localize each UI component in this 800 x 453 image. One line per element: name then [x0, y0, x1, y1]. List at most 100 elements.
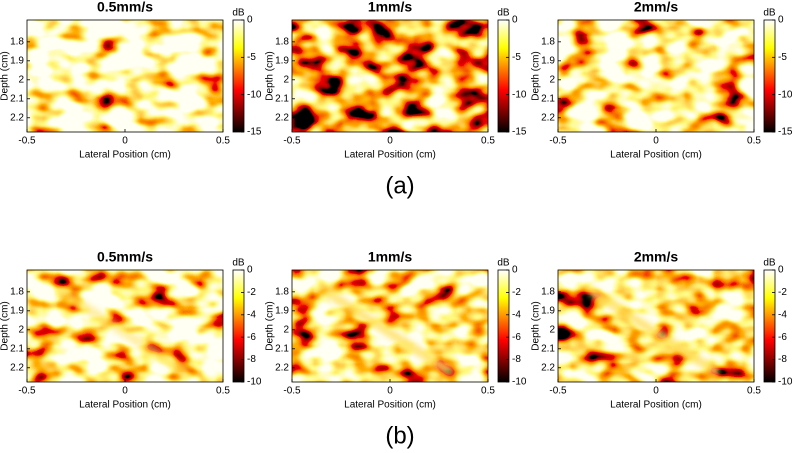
colorbar-tick-label: -4 — [778, 309, 787, 320]
colorbar-tick-label: -2 — [778, 287, 787, 298]
vessel-streak — [57, 287, 189, 376]
colorbar-tick-label: -6 — [512, 332, 521, 343]
colorbar-tick-label: -15 — [247, 127, 262, 138]
chart-title: 1mm/s — [368, 0, 413, 15]
y-tick-label: 2 — [283, 74, 289, 85]
y-tick-label: 2 — [18, 324, 24, 335]
y-tick-label: 2.2 — [541, 112, 555, 123]
chart-title: 2mm/s — [634, 0, 679, 15]
colorbar-label: dB — [497, 258, 510, 269]
colorbar-tick-label: 0 — [247, 15, 253, 26]
y-tick-label: 2.1 — [10, 93, 24, 104]
y-tick-label: 2.2 — [541, 362, 555, 373]
colorbar-tick-label: -10 — [512, 89, 527, 100]
y-tick-label: 2.2 — [275, 112, 289, 123]
heatmap-image — [292, 270, 488, 382]
y-tick-label: 1.8 — [275, 286, 289, 297]
colorbar-label: dB — [232, 258, 245, 269]
colorbar — [763, 19, 776, 133]
y-tick-label: 2 — [18, 74, 24, 85]
x-axis-label: Lateral Position (cm) — [610, 400, 702, 411]
colorbar-tick-label: -5 — [778, 52, 787, 63]
y-tick-label: 2.1 — [541, 343, 555, 354]
colorbar-tick-label: -8 — [247, 354, 256, 365]
y-tick-label: 1.8 — [275, 36, 289, 47]
x-tick-label: 0 — [653, 136, 659, 147]
x-tick-label: 0 — [122, 136, 128, 147]
heatmap-image — [558, 270, 754, 382]
colorbar — [497, 19, 510, 133]
colorbar-tick-label: -10 — [512, 377, 527, 388]
y-tick-label: 1.8 — [541, 36, 555, 47]
heatmap-image — [27, 270, 223, 382]
x-tick-label: 0 — [122, 386, 128, 397]
colorbar-tick-label: -10 — [247, 89, 262, 100]
x-tick-label: 0 — [653, 386, 659, 397]
colorbar-tick-label: -2 — [247, 287, 256, 298]
colorbar-tick-label: 0 — [247, 265, 253, 276]
x-tick-label: 0.5 — [216, 386, 230, 397]
y-tick-label: 2 — [549, 324, 555, 335]
colorbar — [232, 19, 245, 133]
y-tick-label: 2 — [283, 324, 289, 335]
x-tick-label: 0.5 — [481, 136, 495, 147]
y-tick-label: 1.8 — [541, 286, 555, 297]
colorbar — [232, 269, 245, 383]
colorbar — [763, 269, 776, 383]
y-tick-label: 1.8 — [10, 286, 24, 297]
x-axis-label: Lateral Position (cm) — [79, 150, 171, 161]
colorbar — [497, 269, 510, 383]
colorbar-tick-label: -4 — [247, 309, 256, 320]
vessel-streak — [588, 287, 720, 376]
y-tick-label: 2.1 — [541, 93, 555, 104]
colorbar-tick-label: -6 — [247, 332, 256, 343]
y-axis-label: Depth (cm) — [265, 51, 276, 100]
colorbar-tick-label: 0 — [778, 265, 784, 276]
x-axis-label: Lateral Position (cm) — [344, 400, 436, 411]
heatmap-image — [558, 20, 754, 132]
y-tick-label: 2.1 — [10, 343, 24, 354]
y-axis-label: Depth (cm) — [265, 301, 276, 350]
x-tick-label: -0.5 — [18, 386, 36, 397]
y-tick-label: 1.8 — [10, 36, 24, 47]
x-tick-label: -0.5 — [283, 386, 301, 397]
x-axis-label: Lateral Position (cm) — [79, 400, 171, 411]
streak — [57, 287, 189, 376]
y-tick-label: 1.9 — [10, 305, 24, 316]
y-tick-label: 2.2 — [10, 362, 24, 373]
x-tick-label: 0.5 — [747, 386, 761, 397]
x-axis-label: Lateral Position (cm) — [610, 150, 702, 161]
y-axis-label: Depth (cm) — [0, 301, 11, 350]
colorbar-tick-label: -10 — [778, 377, 793, 388]
colorbar-label: dB — [763, 8, 776, 19]
y-tick-label: 1.9 — [541, 55, 555, 66]
colorbar-tick-label: -4 — [512, 309, 521, 320]
x-tick-label: -0.5 — [549, 386, 567, 397]
x-tick-label: -0.5 — [283, 136, 301, 147]
y-tick-label: 2.1 — [275, 93, 289, 104]
heatmap-image — [27, 20, 223, 132]
chart-title: 2mm/s — [634, 249, 679, 265]
y-axis-label: Depth (cm) — [531, 51, 542, 100]
y-tick-label: 1.9 — [275, 55, 289, 66]
y-tick-label: 1.9 — [541, 305, 555, 316]
x-tick-label: -0.5 — [18, 136, 36, 147]
y-axis-label: Depth (cm) — [531, 301, 542, 350]
x-tick-label: 0 — [387, 386, 393, 397]
y-tick-label: 1.9 — [275, 305, 289, 316]
y-tick-label: 2.2 — [275, 362, 289, 373]
colorbar-tick-label: -10 — [247, 377, 262, 388]
x-tick-label: 0 — [387, 136, 393, 147]
colorbar-tick-label: 0 — [512, 15, 518, 26]
colorbar-tick-label: -15 — [778, 127, 793, 138]
chart-title: 0.5mm/s — [97, 249, 153, 265]
chart-title: 1mm/s — [368, 249, 413, 265]
vessel-streak — [322, 287, 454, 376]
colorbar-label: dB — [763, 258, 776, 269]
chart-title: 0.5mm/s — [97, 0, 153, 15]
heatmap-image — [292, 20, 488, 132]
colorbar-tick-label: -10 — [778, 89, 793, 100]
y-tick-label: 1.9 — [10, 55, 24, 66]
streak — [322, 287, 454, 376]
